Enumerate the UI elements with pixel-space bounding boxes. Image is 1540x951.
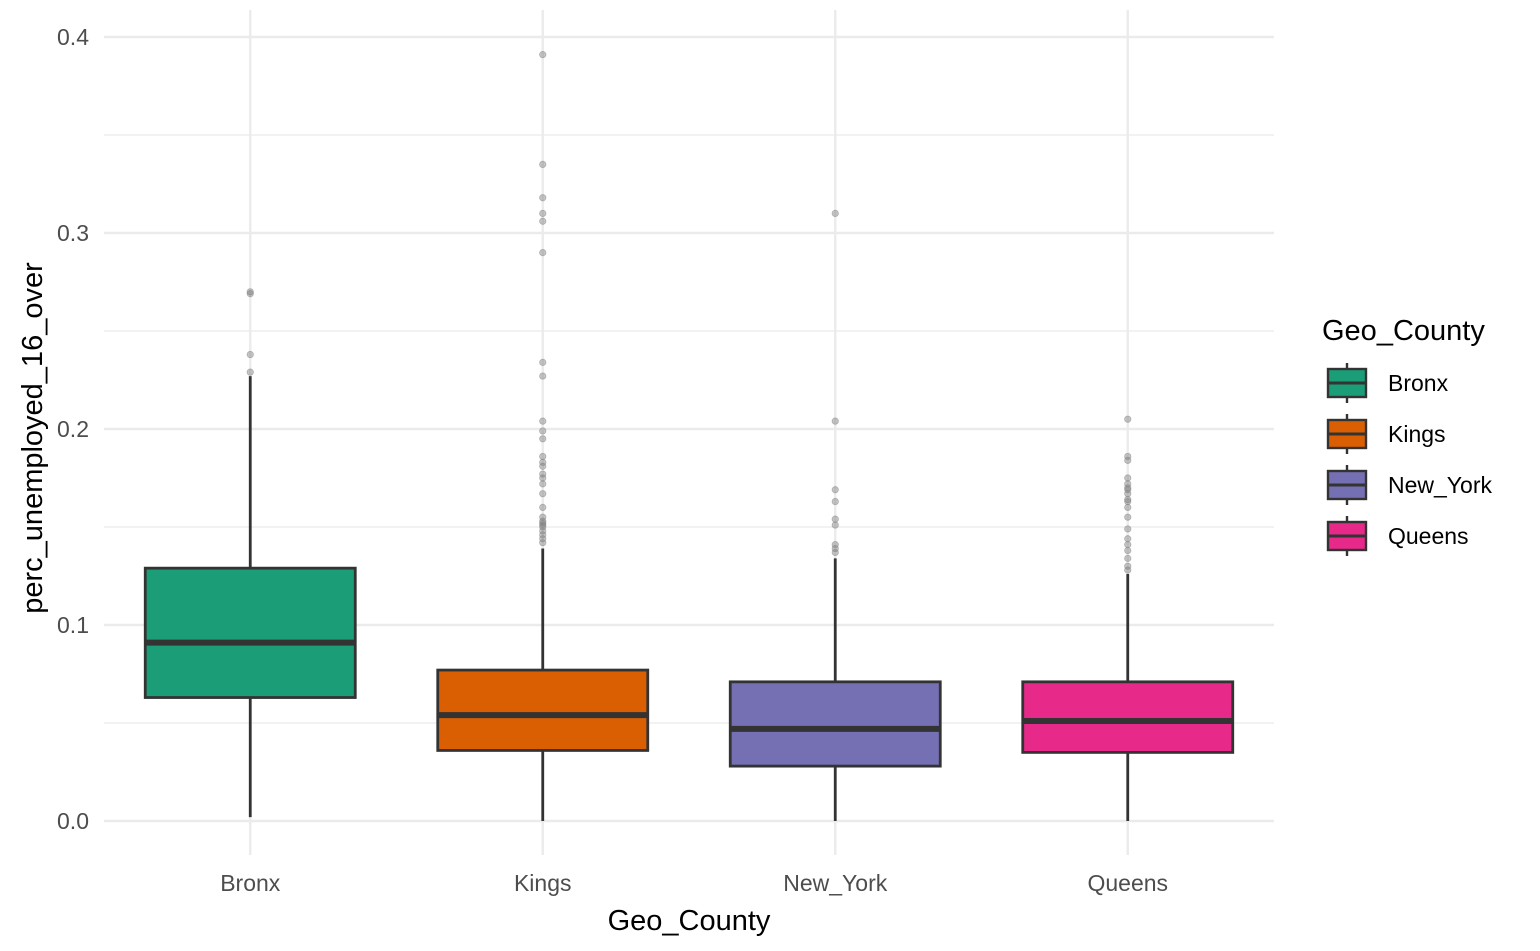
legend-label: Bronx [1388,370,1449,396]
y-tick-label: 0.1 [57,612,89,638]
legend-item-queens: Queens [1326,516,1469,556]
outlier-point [539,358,547,366]
legend-label: Queens [1388,523,1469,549]
outlier-point [539,519,547,527]
y-tick-label: 0.0 [57,808,89,834]
outlier-point [1124,495,1132,504]
outlier-point [539,372,547,380]
outlier-point [539,474,547,482]
outlier-point [831,209,839,217]
outlier-point [539,470,547,478]
y-axis: 0.0 0.1 0.2 0.3 0.4 [57,24,89,834]
iqr-box [436,668,650,752]
outlier-point [1124,535,1132,543]
outlier-point [539,523,547,531]
outlier-point [539,435,547,443]
legend-label: New_York [1388,472,1492,498]
outlier-point [831,417,839,425]
outlier-point [539,452,547,461]
outlier-point [539,531,547,539]
box-kings [436,51,650,821]
outlier-point [1124,452,1132,461]
outlier-point [1124,480,1132,488]
legend-item-bronx: Bronx [1326,363,1449,403]
outlier-point [1124,503,1132,511]
outlier-point [539,490,547,498]
x-tick-label: Queens [1087,870,1168,896]
legend-label: Kings [1388,421,1446,447]
outlier-point [539,535,547,543]
outlier-point [539,417,547,425]
x-tick-label: New_York [783,870,887,896]
y-axis-title: perc_unemployed_16_over [17,262,49,614]
legend: Geo_County Bronx Kings New_York Queens [1322,315,1492,556]
outlier-point [1124,456,1132,464]
outlier-point [1124,546,1132,555]
y-tick-label: 0.2 [57,416,89,442]
outlier-point [831,548,839,557]
outlier-point [539,194,547,202]
legend-title: Geo_County [1322,315,1485,347]
outlier-point [539,480,547,488]
outlier-point [539,427,547,435]
iqr-box [728,680,942,768]
outlier-point [539,209,547,217]
outlier-point [1124,562,1132,570]
outlier-point [246,350,254,359]
outlier-point [539,503,547,511]
outlier-point [831,541,839,549]
legend-item-new-york: New_York [1326,465,1492,505]
outlier-point [1124,486,1132,494]
x-axis: Bronx Kings New_York Queens [220,870,1168,896]
outlier-point [1124,554,1132,562]
legend-item-kings: Kings [1326,414,1446,454]
outlier-point [831,544,839,553]
outlier-point [1124,490,1132,498]
outlier-point [1124,566,1132,574]
outlier-point [1124,513,1132,521]
outlier-point [1124,541,1132,549]
x-axis-title: Geo_County [608,905,771,937]
outlier-point [1124,474,1132,482]
y-tick-label: 0.4 [57,24,89,50]
iqr-box [143,566,357,699]
outlier-point [1124,415,1132,423]
outlier-point [831,497,839,506]
outlier-point [539,249,547,257]
outlier-point [246,288,254,296]
outlier-point [539,517,547,525]
outlier-point [539,51,547,59]
outlier-point [539,160,547,168]
outlier-point [831,486,839,494]
outlier-point [539,458,547,466]
outlier-point [539,217,547,225]
outlier-point [246,290,254,298]
x-tick-label: Bronx [220,870,281,896]
outlier-point [1124,497,1132,506]
y-tick-label: 0.3 [57,220,89,246]
box-queens [1021,415,1235,821]
boxplot-series [143,51,1235,821]
box-bronx [143,288,357,818]
outlier-point [831,521,839,529]
outlier-point [1124,525,1132,533]
outlier-point [539,527,547,535]
iqr-box [1021,680,1235,754]
outlier-point [539,513,547,521]
outlier-point [539,539,547,547]
x-tick-label: Kings [514,870,572,896]
outlier-point [246,368,254,376]
outlier-point [831,515,839,523]
outlier-point [539,462,547,470]
outlier-point [539,521,547,529]
outlier-point [1124,484,1132,492]
box-new-york [728,209,942,821]
